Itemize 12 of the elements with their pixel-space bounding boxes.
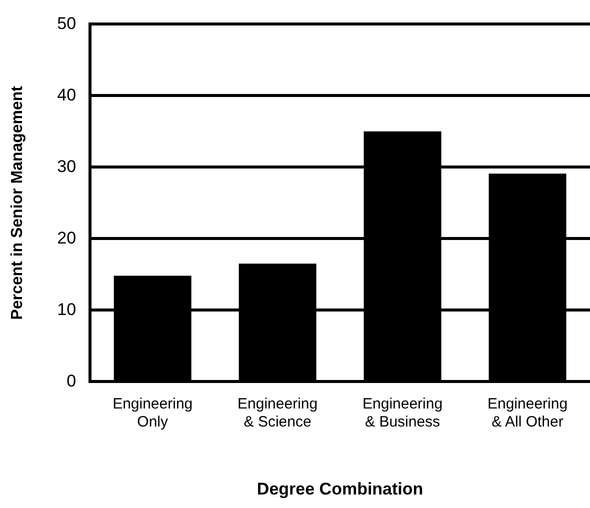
x-tick-label: Engineering & All Other [487, 396, 568, 431]
y-tick-label: 40 [57, 85, 76, 104]
x-tick-label: Engineering & Business [362, 396, 443, 431]
y-tick-label: 10 [57, 300, 76, 319]
x-axis-title: Degree Combination [256, 479, 424, 498]
y-axis-title: Percent in Senior Management [9, 85, 26, 320]
y-tick-label: 20 [57, 228, 76, 248]
y-tick-label: 30 [57, 156, 76, 176]
x-tick-label: Engineering & Science [238, 396, 318, 431]
y-tick-label: 50 [57, 14, 76, 33]
x-tick-label: Engineering Only [112, 396, 193, 431]
y-tick-label: 0 [66, 371, 76, 390]
